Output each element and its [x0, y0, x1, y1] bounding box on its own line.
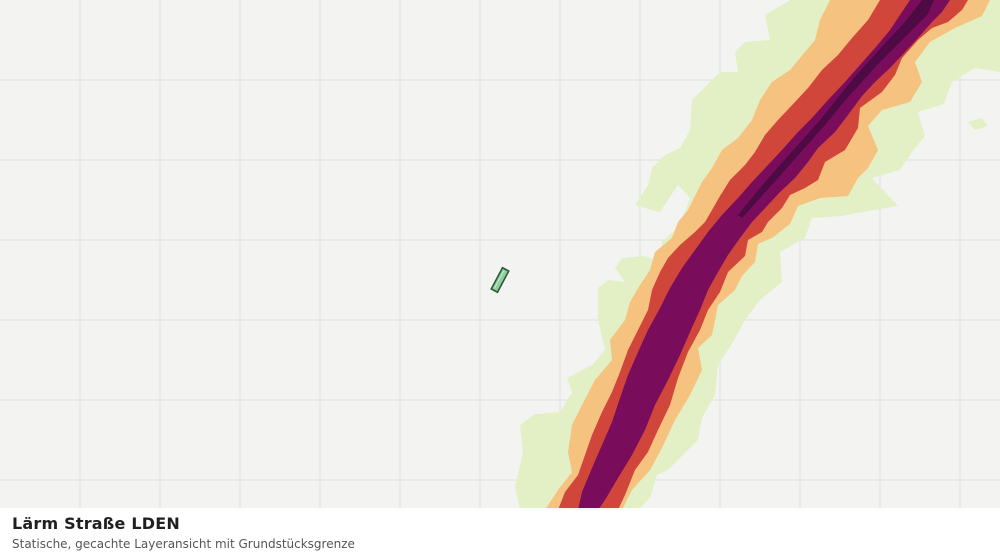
layer-subtitle: Statische, gecachte Layeransicht mit Gru…	[12, 537, 355, 551]
layer-title: Lärm Straße LDEN	[12, 514, 180, 533]
layer-caption: Lärm Straße LDEN Statische, gecachte Lay…	[0, 508, 1000, 560]
noise-band-light-green-fragment	[968, 118, 988, 130]
parcel-boundary-marker[interactable]	[490, 266, 510, 294]
noise-band-dark-core	[738, 0, 934, 218]
noise-band-magenta	[578, 0, 950, 510]
